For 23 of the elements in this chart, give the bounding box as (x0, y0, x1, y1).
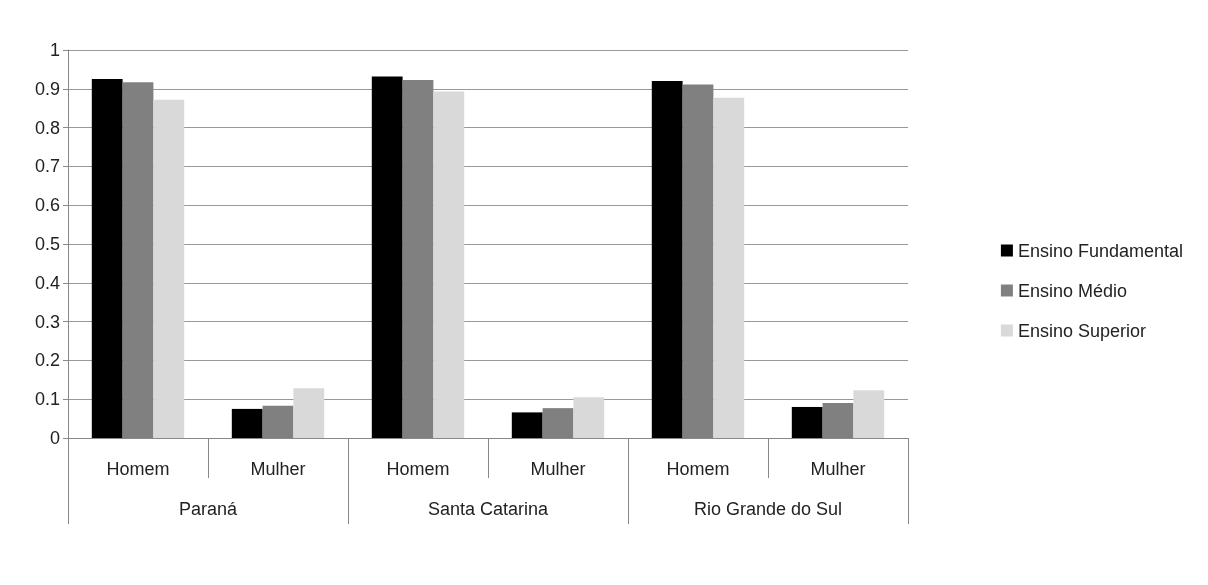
legend-label: Ensino Fundamental (1017, 240, 1184, 261)
y-tick-label: 0.9 (34, 78, 60, 99)
y-tick-label: 1 (49, 40, 60, 60)
y-tick-label: 0 (49, 428, 60, 448)
text: Santa Catarina (427, 499, 550, 519)
y-tick-label: 0.1 (34, 389, 60, 410)
y-tick-label: 0.2 (34, 350, 60, 371)
legend-label: Ensino Médio (1017, 280, 1127, 301)
x-tick-label: Homem (106, 459, 170, 479)
y-tick-label: 0.8 (34, 117, 60, 138)
legend-label: Ensino Superior (1017, 320, 1146, 341)
x-tick-label: Mulher (250, 459, 306, 479)
y-tick-label: 0.7 (34, 156, 60, 177)
x-tick-label: Homem (666, 459, 730, 479)
x-tick-label: Mulher (810, 459, 866, 479)
x-tick-label: Mulher (530, 459, 586, 479)
text: Paraná (178, 499, 239, 519)
text: Rio Grande do Sul (693, 499, 843, 519)
y-tick-label: 0.3 (34, 311, 60, 332)
y-tick-label: 0.5 (34, 234, 60, 254)
x-tick-label: Homem (386, 459, 450, 479)
y-tick-label: 0.6 (34, 195, 60, 216)
y-tick-label: 0.4 (34, 272, 60, 293)
